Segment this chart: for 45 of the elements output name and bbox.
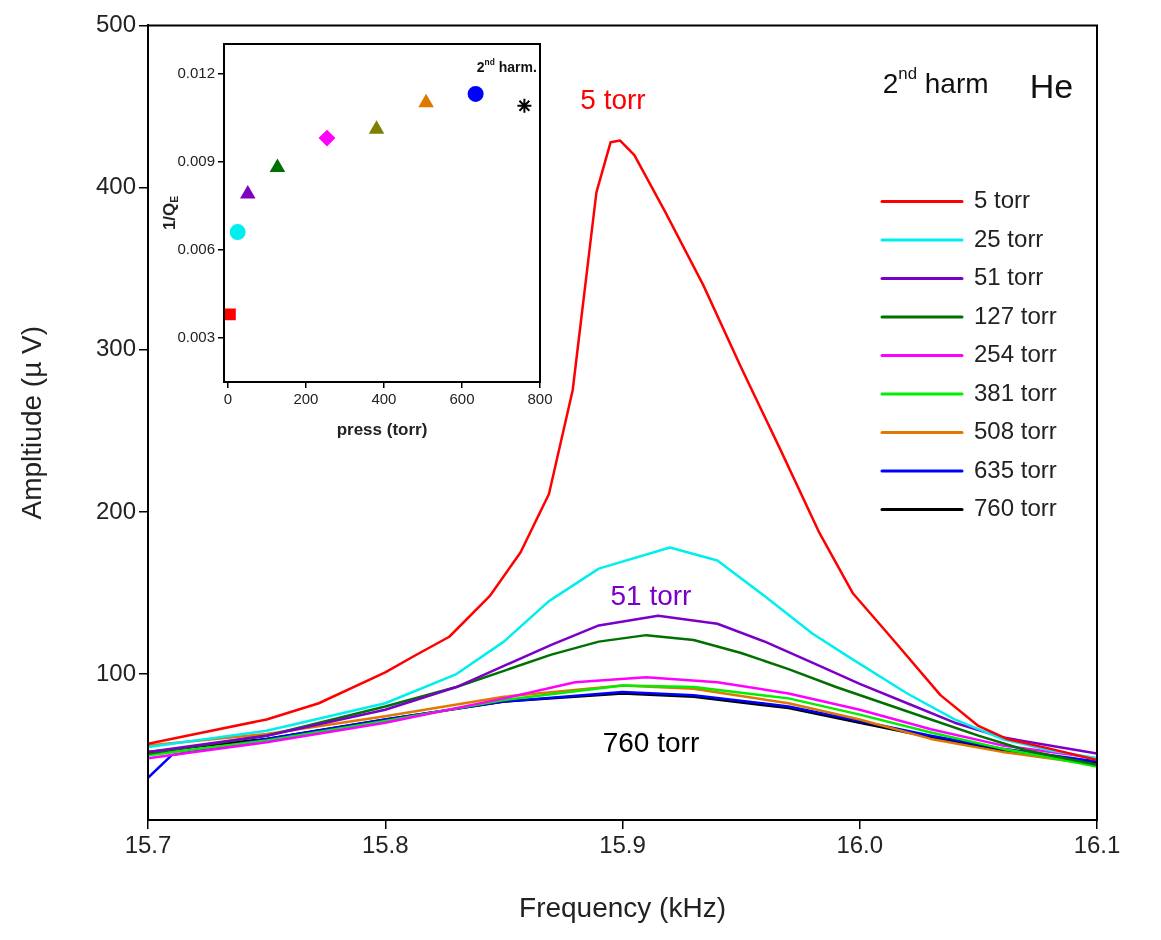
point (516, 97, 533, 114)
point (369, 121, 384, 134)
legend-label: 51 torr (974, 263, 1044, 291)
x-tick-label: 16.0 (836, 831, 884, 859)
legend-label: 5 torr (974, 186, 1031, 214)
y-tick-label: 400 (95, 172, 136, 200)
y-tick-label: 200 (95, 496, 136, 524)
legend-label: 25 torr (974, 224, 1044, 252)
point (318, 130, 335, 147)
point (229, 224, 246, 241)
y-axis-title: Ampltiude (µ V) (15, 325, 47, 520)
annotation: 51 torr (610, 580, 692, 612)
x-tick-label: 800 (527, 390, 553, 408)
y-axis-title: 1/QE (160, 195, 181, 231)
legend-label: 760 torr (974, 494, 1057, 522)
x-axis-title: press (torr) (336, 420, 428, 440)
y-tick-label: 0.003 (177, 328, 215, 346)
annotation: 760 torr (602, 727, 700, 759)
legend-label: 254 torr (974, 340, 1057, 368)
x-tick-label: 15.8 (361, 831, 409, 859)
annotation: He (1029, 67, 1074, 106)
point (467, 85, 484, 102)
y-tick-label: 0.012 (177, 63, 215, 81)
x-tick-label: 400 (371, 390, 397, 408)
point (419, 94, 434, 108)
point (224, 308, 236, 321)
x-axis-title: Frequency (kHz) (519, 892, 726, 924)
legend-label: 127 torr (974, 301, 1057, 329)
annotation: 5 torr (580, 83, 646, 115)
x-tick-label: 0 (223, 390, 233, 408)
y-tick-label: 0.006 (177, 239, 215, 257)
point (240, 185, 255, 199)
point (270, 159, 285, 172)
x-tick-label: 600 (449, 390, 475, 408)
legend-label: 381 torr (974, 378, 1057, 406)
y-tick-label: 100 (95, 658, 136, 686)
y-tick-label: 300 (95, 334, 136, 362)
x-tick-label: 15.9 (599, 831, 646, 859)
legend-label: 508 torr (974, 417, 1057, 445)
y-tick-label: 500 (95, 10, 136, 38)
x-tick-label: 16.1 (1073, 831, 1121, 859)
x-tick-label: 200 (293, 390, 319, 408)
legend-label: 635 torr (974, 455, 1057, 483)
y-tick-label: 0.009 (177, 151, 215, 169)
x-tick-label: 15.7 (124, 831, 172, 859)
